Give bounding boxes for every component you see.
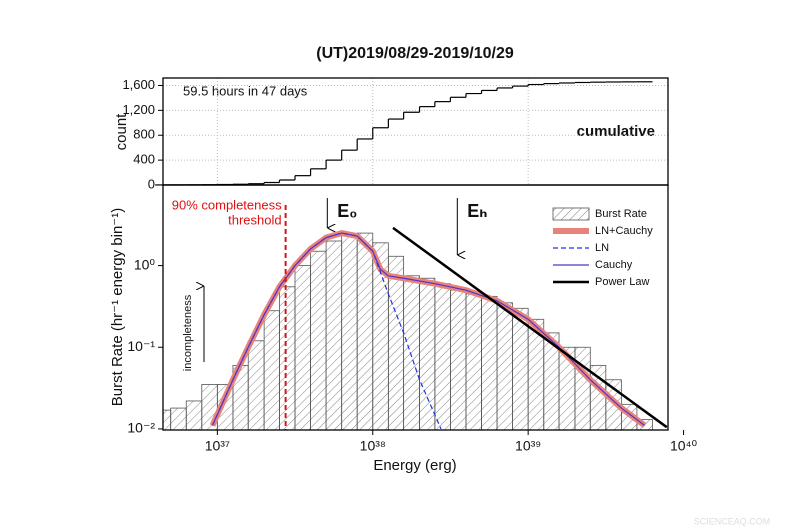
y-tick-label: 10⁻¹ [127,338,155,354]
bar [387,255,405,430]
legend-swatch [552,207,590,221]
bar [512,307,529,430]
bar [170,407,187,430]
bar [589,364,607,430]
bar [341,234,358,430]
x-tick-label: 10³⁸ [360,438,386,454]
x-axis-label: Energy (erg) [373,457,456,474]
bar [263,310,280,430]
bar [185,400,203,430]
marker-label: E₀ [337,201,357,221]
bar [481,295,498,430]
legend-label: LN [595,242,609,254]
y-tick-label: 1,200 [122,102,155,117]
x-tick-label: 10³⁹ [515,438,541,454]
annotation: 59.5 hours in 47 days [183,83,308,98]
bar [279,286,296,430]
y-tick-label: 800 [133,127,155,142]
line [211,232,646,427]
y-tick-label: 1,600 [122,77,155,92]
bar [325,240,343,430]
bar [247,340,265,430]
bar [465,293,482,430]
bar [496,302,513,430]
legend-label: Burst Rate [595,208,647,220]
y-tick-label: 10⁰ [134,256,156,272]
annotation: cumulative [577,123,655,140]
legend-label: LN+Cauchy [595,225,653,237]
bar [419,277,436,430]
threshold-label: threshold [228,212,281,227]
x-tick-label: 10³⁷ [205,438,230,454]
marker-label: Eₕ [467,201,487,221]
chart-title: (UT)2019/08/29-2019/10/29 [316,45,514,62]
legend-label: Cauchy [595,259,633,271]
y-tick-label: 0 [148,176,155,191]
bar [434,283,451,430]
bar [310,250,327,430]
legend-label: Power Law [595,276,649,288]
bar [356,232,374,430]
bar [574,346,591,430]
annotation: incompleteness [182,294,194,371]
bar [450,289,467,430]
bar [294,265,311,430]
threshold-label: 90% completeness [172,197,282,212]
y-tick-label: 10⁻² [127,420,155,436]
y-tick-label: 400 [133,152,155,167]
watermark: SCIENCEAQ.COM [694,516,771,526]
x-tick-label: 10⁴⁰ [670,438,698,454]
plot-frame [162,184,669,431]
y-axis-label: count [113,113,130,151]
line [392,226,668,429]
y-axis-label: Burst Rate (hr⁻¹ energy bin⁻¹) [109,208,126,406]
bar [403,275,420,430]
